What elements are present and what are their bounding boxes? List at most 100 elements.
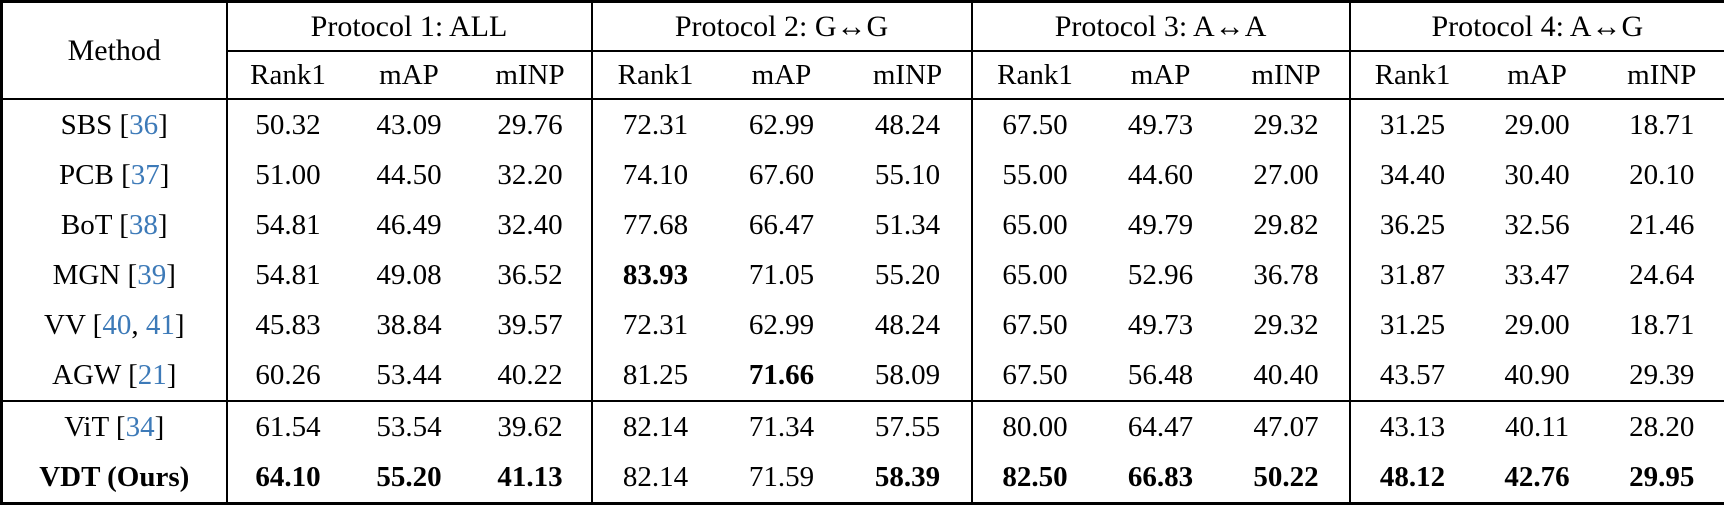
value-cell: 48.12 [1350, 452, 1475, 504]
value-cell: 42.76 [1475, 452, 1600, 504]
method-column-header: Method [2, 2, 227, 100]
value-cell: 77.68 [592, 200, 719, 250]
value-cell: 62.99 [719, 99, 845, 150]
value-cell: 67.60 [719, 150, 845, 200]
method-label: VDT (Ours) [39, 461, 189, 493]
citation: [21] [121, 359, 177, 391]
value-cell: 72.31 [592, 99, 719, 150]
value-cell: 74.10 [592, 150, 719, 200]
citation-ref-link[interactable]: 40 [102, 309, 131, 341]
value-cell: 32.40 [470, 200, 592, 250]
value-cell: 18.71 [1600, 99, 1724, 150]
method-label: AGW [52, 359, 121, 391]
value-cell: 38.84 [349, 300, 470, 350]
value-cell: 32.20 [470, 150, 592, 200]
metric-header-minp: mINP [1224, 51, 1350, 99]
value-cell: 80.00 [972, 401, 1098, 452]
value-cell: 55.20 [845, 250, 972, 300]
value-cell: 71.34 [719, 401, 845, 452]
value-cell: 54.81 [227, 250, 349, 300]
value-cell: 55.00 [972, 150, 1098, 200]
value-cell: 40.11 [1475, 401, 1600, 452]
value-cell: 29.39 [1600, 350, 1724, 401]
method-label: PCB [59, 159, 114, 191]
value-cell: 31.25 [1350, 300, 1475, 350]
metric-header-rank1: Rank1 [227, 51, 349, 99]
value-cell: 29.32 [1224, 99, 1350, 150]
citation: [36] [112, 109, 168, 141]
metric-header-rank1: Rank1 [592, 51, 719, 99]
method-cell: ViT [34] [2, 401, 227, 452]
value-cell: 29.32 [1224, 300, 1350, 350]
value-cell: 49.73 [1098, 99, 1224, 150]
value-cell: 39.62 [470, 401, 592, 452]
value-cell: 48.24 [845, 300, 972, 350]
value-cell: 50.32 [227, 99, 349, 150]
method-label: VV [44, 309, 85, 341]
value-cell: 31.25 [1350, 99, 1475, 150]
value-cell: 66.47 [719, 200, 845, 250]
value-cell: 53.54 [349, 401, 470, 452]
metric-header-minp: mINP [1600, 51, 1724, 99]
value-cell: 60.26 [227, 350, 349, 401]
citation-ref-link[interactable]: 36 [129, 109, 158, 141]
method-cell: AGW [21] [2, 350, 227, 401]
value-cell: 34.40 [1350, 150, 1475, 200]
citation-ref-link[interactable]: 34 [126, 411, 155, 443]
value-cell: 31.87 [1350, 250, 1475, 300]
citation-ref-link[interactable]: 39 [137, 259, 166, 291]
method-cell: MGN [39] [2, 250, 227, 300]
value-cell: 81.25 [592, 350, 719, 401]
citation: [38] [112, 209, 168, 241]
value-cell: 58.09 [845, 350, 972, 401]
value-cell: 21.46 [1600, 200, 1724, 250]
value-cell: 40.90 [1475, 350, 1600, 401]
value-cell: 66.83 [1098, 452, 1224, 504]
value-cell: 67.50 [972, 99, 1098, 150]
metric-header-rank1: Rank1 [1350, 51, 1475, 99]
value-cell: 54.81 [227, 200, 349, 250]
citation-ref-link[interactable]: 38 [129, 209, 158, 241]
value-cell: 65.00 [972, 250, 1098, 300]
value-cell: 40.22 [470, 350, 592, 401]
value-cell: 41.13 [470, 452, 592, 504]
value-cell: 49.79 [1098, 200, 1224, 250]
citation-ref-link[interactable]: 37 [131, 159, 160, 191]
value-cell: 65.00 [972, 200, 1098, 250]
citation-ref-link[interactable]: 41 [146, 309, 175, 341]
method-cell: PCB [37] [2, 150, 227, 200]
protocol-1-header: Protocol 1: ALL [227, 2, 592, 52]
value-cell: 29.00 [1475, 99, 1600, 150]
value-cell: 72.31 [592, 300, 719, 350]
protocol-4-header: Protocol 4: A↔G [1350, 2, 1724, 52]
value-cell: 36.78 [1224, 250, 1350, 300]
method-label: BoT [61, 209, 112, 241]
value-cell: 29.95 [1600, 452, 1724, 504]
value-cell: 40.40 [1224, 350, 1350, 401]
value-cell: 61.54 [227, 401, 349, 452]
value-cell: 71.66 [719, 350, 845, 401]
value-cell: 44.50 [349, 150, 470, 200]
value-cell: 56.48 [1098, 350, 1224, 401]
value-cell: 55.10 [845, 150, 972, 200]
value-cell: 45.83 [227, 300, 349, 350]
metric-header-minp: mINP [470, 51, 592, 99]
value-cell: 47.07 [1224, 401, 1350, 452]
metric-header-row: Rank1 mAP mINP Rank1 mAP mINP Rank1 mAP … [2, 51, 1724, 99]
value-cell: 43.13 [1350, 401, 1475, 452]
value-cell: 82.50 [972, 452, 1098, 504]
method-label: SBS [61, 109, 113, 141]
citation-ref-link[interactable]: 21 [138, 359, 167, 391]
value-cell: 20.10 [1600, 150, 1724, 200]
value-cell: 28.20 [1600, 401, 1724, 452]
method-label: ViT [64, 411, 108, 443]
method-cell: VDT (Ours) [2, 452, 227, 504]
citation: [37] [114, 159, 170, 191]
method-cell: BoT [38] [2, 200, 227, 250]
metric-header-rank1: Rank1 [972, 51, 1098, 99]
